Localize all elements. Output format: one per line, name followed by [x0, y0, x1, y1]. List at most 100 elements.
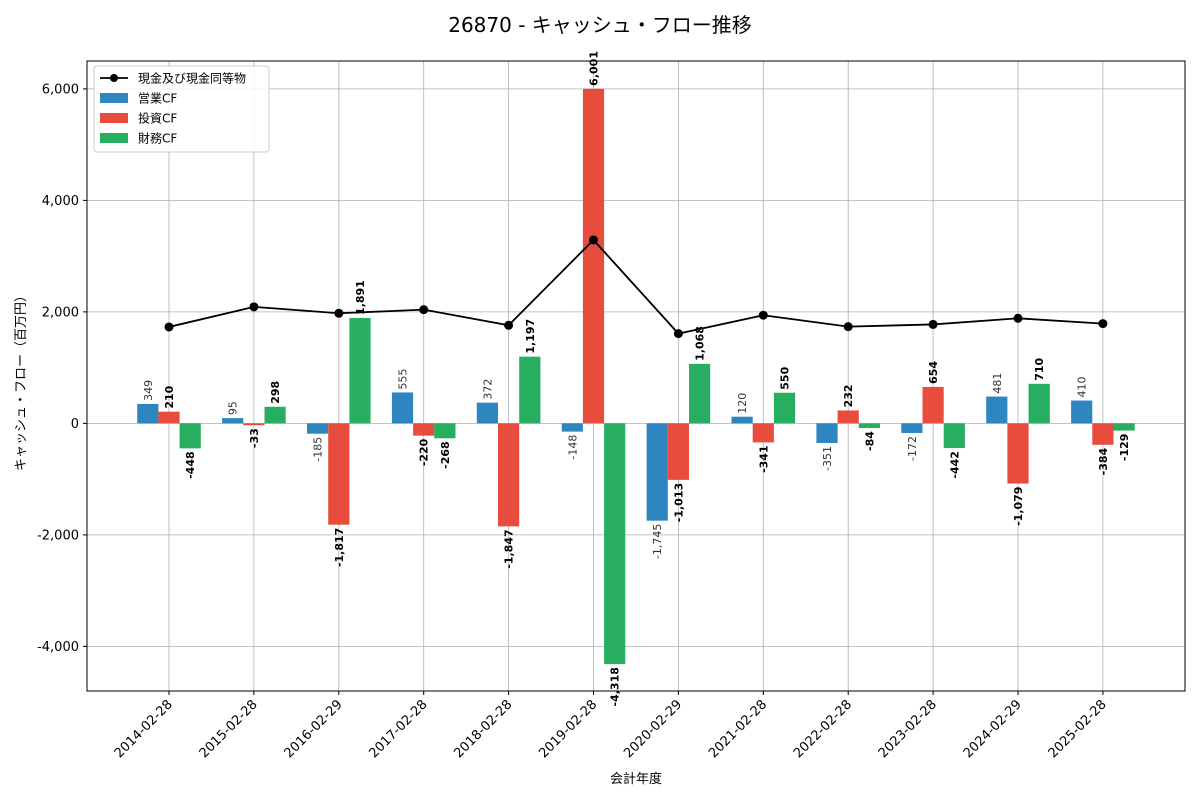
y-tick-label: 2,000 — [42, 305, 79, 320]
line-point — [504, 320, 514, 330]
bar — [349, 317, 371, 424]
bar-value-label: -33 — [248, 428, 261, 448]
bar-value-label: 210 — [163, 385, 176, 408]
bar-value-label: -1,745 — [651, 524, 664, 559]
line-point — [673, 329, 683, 339]
bar-value-label: 410 — [1076, 377, 1089, 398]
bar-value-label: 372 — [481, 379, 494, 400]
line-point — [843, 322, 853, 332]
bar — [816, 423, 838, 443]
legend-swatch — [100, 113, 128, 123]
bar-value-label: 1,891 — [354, 280, 367, 315]
bar — [1028, 383, 1050, 424]
x-tick-label: 2022-02-28 — [791, 697, 855, 761]
bar-value-label: 95 — [227, 401, 240, 415]
bar — [922, 386, 944, 424]
x-tick-label: 2015-02-28 — [197, 697, 261, 761]
legend-swatch — [100, 133, 128, 143]
bar-value-label: 710 — [1033, 357, 1046, 380]
cash-line — [168, 238, 1103, 335]
bar — [1007, 423, 1029, 484]
bar — [264, 406, 286, 424]
legend-label: 財務CF — [138, 131, 177, 146]
bar — [498, 423, 520, 527]
line-point — [589, 235, 598, 245]
bar — [582, 88, 605, 424]
bar — [1113, 423, 1135, 431]
bar-value-label: -268 — [439, 441, 452, 469]
bar-value-label: 298 — [269, 381, 282, 404]
bar — [413, 423, 435, 436]
bar — [391, 392, 414, 424]
y-tick-label: -2,000 — [37, 528, 79, 543]
bar — [731, 416, 753, 424]
bar-value-label: -1,847 — [503, 529, 516, 568]
bar — [858, 423, 880, 429]
bar-value-label: 120 — [736, 393, 749, 414]
bar-value-label: 6,001 — [588, 51, 601, 86]
bar — [646, 423, 668, 521]
bar — [901, 423, 923, 433]
bar — [604, 423, 626, 665]
bar-value-label: 1,197 — [524, 319, 537, 354]
bar-value-label: -448 — [184, 451, 197, 479]
x-axis-label: 会計年度 — [610, 771, 662, 787]
bar-value-label: 555 — [397, 368, 410, 389]
line-point — [1013, 313, 1023, 323]
bar-value-label: 349 — [142, 380, 155, 401]
line-point — [758, 310, 768, 320]
bar-value-label: 481 — [991, 373, 1004, 394]
bar — [328, 423, 350, 525]
x-tick-label: 2025-02-28 — [1046, 697, 1110, 761]
x-tick-label: 2024-02-29 — [961, 697, 1025, 761]
bar-value-label: -442 — [948, 451, 961, 479]
y-tick-label: 6,000 — [42, 82, 79, 97]
grid-lines — [87, 61, 1185, 691]
line-point — [164, 322, 174, 332]
bar — [689, 363, 711, 424]
y-axis-ticks: -4,000 -2,000 0 2,000 4,000 6,000 — [37, 82, 87, 655]
line-point — [334, 308, 344, 318]
line-point — [1098, 319, 1108, 329]
x-tick-label: 2023-02-28 — [876, 697, 940, 761]
line-series — [164, 235, 1108, 339]
x-tick-label: 2019-02-28 — [536, 697, 600, 761]
x-tick-label: 2017-02-28 — [366, 697, 430, 761]
bar-value-label: -1,079 — [1012, 487, 1025, 526]
bar-value-label: 232 — [842, 384, 855, 407]
legend-marker — [110, 74, 118, 82]
x-tick-label: 2014-02-28 — [112, 697, 176, 761]
legend-label: 投資CF — [138, 111, 177, 126]
legend-swatch — [100, 93, 128, 103]
chart-title: 26870 - キャッシュ・フロー推移 — [448, 13, 752, 37]
bar-series — [137, 88, 1135, 665]
bar — [837, 410, 859, 424]
data-labels: 349 95 -185 555 372 -148 -1,745 120 -351 -172 481 4… — [142, 51, 1131, 706]
y-tick-label: -4,000 — [37, 640, 79, 655]
bar — [476, 402, 498, 424]
bar — [986, 396, 1008, 424]
bar-value-label: 550 — [779, 366, 792, 389]
bar-value-label: -148 — [566, 435, 579, 460]
bar — [943, 423, 965, 449]
bar-value-label: -384 — [1097, 447, 1110, 475]
bar-value-label: -220 — [418, 438, 431, 466]
y-tick-label: 4,000 — [42, 194, 79, 209]
bar — [752, 423, 774, 443]
x-tick-label: 2021-02-28 — [706, 697, 770, 761]
y-axis-label: キャッシュ・フロー（百万円） — [14, 289, 29, 471]
legend-label: 営業CF — [138, 92, 177, 106]
bar-value-label: -4,318 — [609, 667, 622, 706]
bar-value-label: -172 — [906, 436, 919, 461]
bar — [222, 418, 244, 424]
x-tick-label: 2016-02-29 — [282, 697, 346, 761]
bar-value-label: -1,817 — [333, 528, 346, 567]
plot-frame — [86, 60, 1186, 692]
bar-value-label: 654 — [927, 361, 940, 384]
bar-value-label: -341 — [757, 445, 770, 473]
y-tick-label: 0 — [71, 417, 79, 432]
legend-label: 現金及び現金同等物 — [138, 71, 246, 86]
bar-value-label: -185 — [312, 437, 325, 462]
